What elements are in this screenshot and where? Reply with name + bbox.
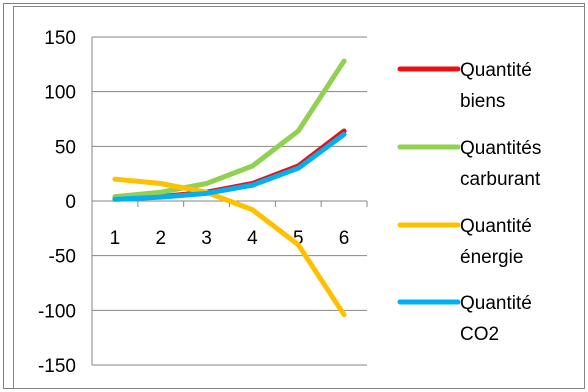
x-tick-label: 5: [293, 228, 304, 249]
y-tick-label: 100: [44, 83, 76, 104]
y-tick-label: -150: [38, 356, 76, 377]
x-tick-label: 1: [110, 228, 121, 249]
y-tick-label: 150: [44, 28, 76, 49]
legend-label: carburant: [460, 169, 541, 190]
legend-label: énergie: [460, 247, 523, 268]
x-tick-label: 3: [201, 228, 212, 249]
x-axis: 1 2 3 4 5 6: [91, 201, 368, 249]
legend: Quantité biens Quantités carburant Quantité é…: [397, 60, 541, 345]
y-tick-label: -50: [49, 247, 76, 268]
legend-label: Quantités: [460, 138, 541, 159]
y-tick-label: 50: [55, 137, 76, 158]
series-lines: [112, 58, 347, 318]
chart-area-frame: [13, 6, 585, 389]
legend-label: biens: [460, 91, 505, 112]
series-line: [112, 58, 347, 200]
y-tick-label: 0: [65, 192, 76, 213]
y-axis: 150 100 50 0 -50 -100 -150: [38, 28, 93, 377]
legend-label: Quantité: [460, 216, 532, 237]
legend-label: Quantité: [460, 60, 532, 81]
series-line: [112, 131, 347, 202]
x-tick-label: 2: [155, 228, 166, 249]
x-tick-label: 4: [247, 228, 258, 249]
legend-label: CO2: [460, 324, 499, 345]
y-tick-label: -100: [38, 301, 76, 322]
x-tick-label: 6: [339, 228, 350, 249]
legend-label: Quantité: [460, 293, 532, 314]
series-line: [112, 176, 347, 318]
